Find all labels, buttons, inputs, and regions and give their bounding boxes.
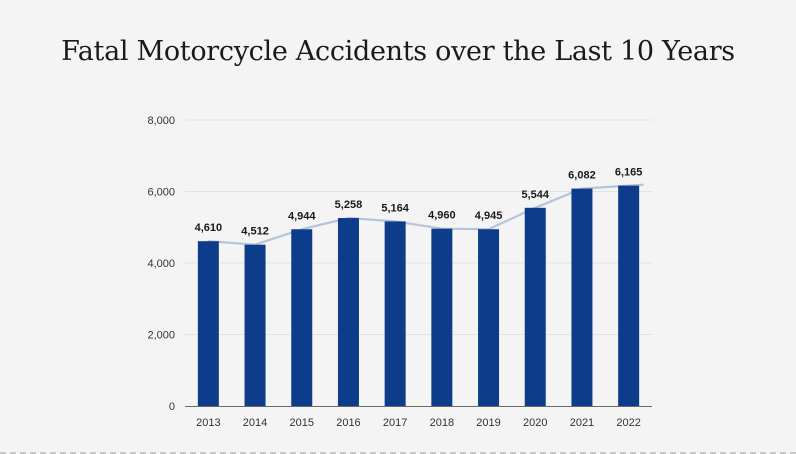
bar-2018 bbox=[431, 228, 453, 406]
data-label-2021: 6,082 bbox=[568, 170, 596, 182]
bar-2014 bbox=[244, 244, 266, 406]
x-tick-label: 2019 bbox=[476, 417, 500, 429]
bar-2020 bbox=[524, 207, 546, 406]
bar-2017 bbox=[384, 221, 406, 406]
x-tick-label: 2018 bbox=[430, 417, 454, 429]
data-label-2018: 4,960 bbox=[428, 210, 456, 222]
data-label-2014: 4,512 bbox=[241, 226, 269, 238]
axes: 0 2,000 4,000 6,000 8,000 2013 2014 2015 2016 201… bbox=[147, 115, 652, 429]
x-tick-label: 2022 bbox=[616, 417, 640, 429]
x-tick-label: 2014 bbox=[243, 417, 267, 429]
chart-title: Fatal Motorcycle Accidents over the Last… bbox=[61, 36, 735, 67]
y-tick-label: 6,000 bbox=[147, 187, 175, 199]
data-label-2015: 4,944 bbox=[288, 210, 316, 222]
y-tick-label: 4,000 bbox=[147, 258, 175, 270]
y-tick-label: 0 bbox=[169, 401, 175, 413]
data-labels: 4,610 4,512 4,944 5,258 5,164 4,960 4,945 5,544… bbox=[195, 167, 643, 238]
data-label-2017: 5,164 bbox=[381, 202, 409, 214]
x-tick-label: 2015 bbox=[290, 417, 314, 429]
bar-2016 bbox=[337, 218, 359, 406]
bar-2019 bbox=[478, 229, 500, 406]
data-label-2019: 4,945 bbox=[475, 210, 503, 222]
bar-2015 bbox=[291, 229, 313, 406]
data-label-2013: 4,610 bbox=[195, 222, 223, 234]
x-tick-label: 2013 bbox=[196, 417, 220, 429]
x-tick-label: 2021 bbox=[570, 417, 594, 429]
x-tick-label: 2020 bbox=[523, 417, 547, 429]
bar-2013 bbox=[197, 241, 219, 406]
y-tick-label: 8,000 bbox=[147, 115, 175, 127]
bars bbox=[197, 185, 640, 406]
data-label-2020: 5,544 bbox=[521, 189, 549, 201]
data-label-2022: 6,165 bbox=[615, 167, 643, 179]
x-tick-label: 2017 bbox=[383, 417, 407, 429]
x-tick-label: 2016 bbox=[336, 417, 360, 429]
bottom-divider bbox=[0, 452, 796, 454]
y-tick-label: 2,000 bbox=[147, 330, 175, 342]
bar-2022 bbox=[618, 185, 640, 406]
data-label-2016: 5,258 bbox=[335, 199, 363, 211]
bar-2021 bbox=[571, 188, 593, 406]
